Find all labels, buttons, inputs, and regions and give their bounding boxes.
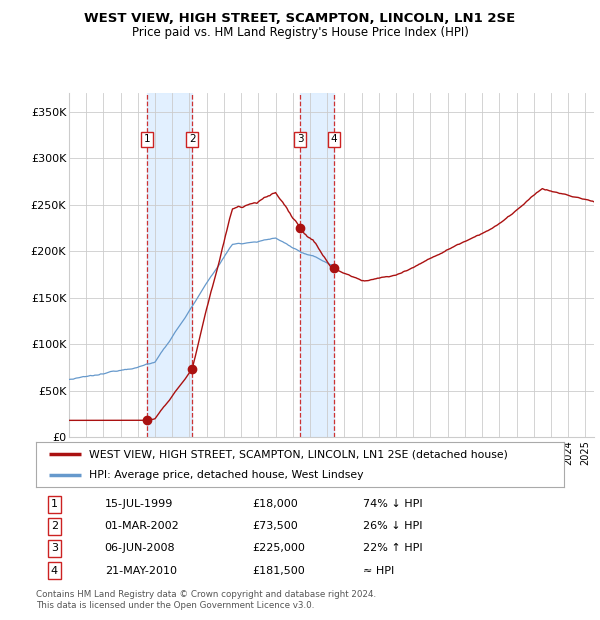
Text: 2: 2 [51, 521, 58, 531]
Text: WEST VIEW, HIGH STREET, SCAMPTON, LINCOLN, LN1 2SE: WEST VIEW, HIGH STREET, SCAMPTON, LINCOL… [85, 12, 515, 25]
Text: ≈ HPI: ≈ HPI [364, 565, 395, 575]
Text: 3: 3 [51, 543, 58, 554]
Text: 26% ↓ HPI: 26% ↓ HPI [364, 521, 423, 531]
Text: £18,000: £18,000 [253, 499, 298, 509]
Text: 21-MAY-2010: 21-MAY-2010 [104, 565, 176, 575]
Text: 22% ↑ HPI: 22% ↑ HPI [364, 543, 423, 554]
Text: Contains HM Land Registry data © Crown copyright and database right 2024.
This d: Contains HM Land Registry data © Crown c… [36, 590, 376, 609]
Text: 15-JUL-1999: 15-JUL-1999 [104, 499, 173, 509]
Text: 1: 1 [144, 135, 151, 144]
Text: 2: 2 [189, 135, 196, 144]
Text: 06-JUN-2008: 06-JUN-2008 [104, 543, 175, 554]
Text: 74% ↓ HPI: 74% ↓ HPI [364, 499, 423, 509]
Text: WEST VIEW, HIGH STREET, SCAMPTON, LINCOLN, LN1 2SE (detached house): WEST VIEW, HIGH STREET, SCAMPTON, LINCOL… [89, 449, 508, 459]
Text: 4: 4 [51, 565, 58, 575]
Text: £73,500: £73,500 [253, 521, 298, 531]
Text: 01-MAR-2002: 01-MAR-2002 [104, 521, 179, 531]
Text: 3: 3 [297, 135, 304, 144]
Text: £181,500: £181,500 [253, 565, 305, 575]
Text: 4: 4 [331, 135, 337, 144]
Text: 1: 1 [51, 499, 58, 509]
Text: £225,000: £225,000 [253, 543, 305, 554]
Text: HPI: Average price, detached house, West Lindsey: HPI: Average price, detached house, West… [89, 469, 364, 480]
Text: Price paid vs. HM Land Registry's House Price Index (HPI): Price paid vs. HM Land Registry's House … [131, 26, 469, 39]
Bar [147, 93, 192, 437]
Bar [300, 93, 334, 437]
